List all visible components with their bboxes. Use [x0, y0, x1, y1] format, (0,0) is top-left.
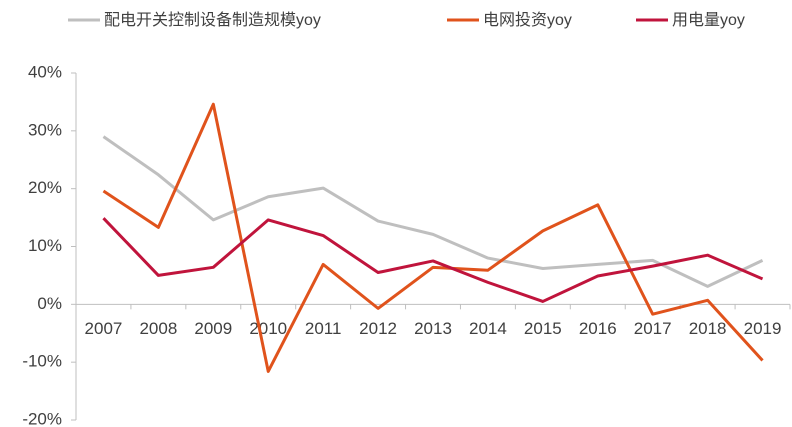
- legend-label: 电网投资yoy: [483, 11, 572, 29]
- x-tick-label: 2009: [194, 319, 232, 338]
- x-tick-label: 2019: [744, 319, 782, 338]
- y-tick-label: 0%: [37, 294, 62, 313]
- series-line: [102, 102, 764, 373]
- x-tick-label: 2018: [689, 319, 727, 338]
- y-tick-label: 30%: [28, 120, 62, 139]
- x-tick-label: 2017: [634, 319, 672, 338]
- y-tick-label: -20%: [22, 409, 62, 427]
- series-line: [102, 217, 764, 303]
- y-tick-label: -10%: [22, 352, 62, 371]
- y-tick-label: 40%: [28, 62, 62, 81]
- x-tick-label: 2015: [524, 319, 562, 338]
- x-tick-label: 2013: [414, 319, 452, 338]
- x-tick-label: 2011: [305, 319, 342, 338]
- x-tick-label: 2012: [359, 319, 397, 338]
- y-tick-label: 10%: [28, 236, 62, 255]
- x-tick-label: 2014: [469, 319, 507, 338]
- series-line: [102, 135, 764, 288]
- legend-label: 配电开关控制设备制造规模yoy: [104, 11, 321, 29]
- x-tick-label: 2010: [249, 319, 287, 338]
- x-tick-label: 2016: [579, 319, 617, 338]
- x-tick-label: 2007: [85, 319, 123, 338]
- y-tick-label: 20%: [28, 178, 62, 197]
- x-tick-label: 2008: [139, 319, 177, 338]
- legend-label: 用电量yoy: [672, 11, 745, 29]
